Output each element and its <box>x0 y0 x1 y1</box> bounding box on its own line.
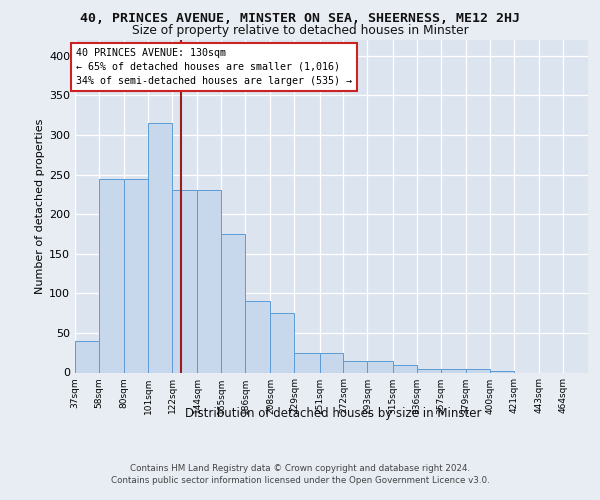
Text: Contains HM Land Registry data © Crown copyright and database right 2024.: Contains HM Land Registry data © Crown c… <box>130 464 470 473</box>
Bar <box>271 313 295 372</box>
Bar <box>392 364 416 372</box>
Bar <box>466 368 490 372</box>
Bar <box>99 178 124 372</box>
Text: 40 PRINCES AVENUE: 130sqm
← 65% of detached houses are smaller (1,016)
34% of se: 40 PRINCES AVENUE: 130sqm ← 65% of detac… <box>76 48 352 86</box>
Text: Contains public sector information licensed under the Open Government Licence v3: Contains public sector information licen… <box>110 476 490 485</box>
Bar <box>124 178 148 372</box>
Bar <box>440 368 466 372</box>
Bar <box>148 123 172 372</box>
Bar <box>320 352 343 372</box>
Text: Size of property relative to detached houses in Minster: Size of property relative to detached ho… <box>131 24 469 37</box>
Bar <box>245 301 271 372</box>
Bar <box>172 190 197 372</box>
Bar <box>416 368 440 372</box>
Bar <box>588 368 600 372</box>
Bar <box>75 341 99 372</box>
Bar <box>367 360 392 372</box>
Bar <box>343 360 367 372</box>
Y-axis label: Number of detached properties: Number of detached properties <box>35 118 45 294</box>
Bar <box>221 234 245 372</box>
Bar <box>490 371 514 372</box>
Text: Distribution of detached houses by size in Minster: Distribution of detached houses by size … <box>185 408 481 420</box>
Bar <box>295 352 320 372</box>
Bar <box>197 190 221 372</box>
Text: 40, PRINCES AVENUE, MINSTER ON SEA, SHEERNESS, ME12 2HJ: 40, PRINCES AVENUE, MINSTER ON SEA, SHEE… <box>80 12 520 26</box>
